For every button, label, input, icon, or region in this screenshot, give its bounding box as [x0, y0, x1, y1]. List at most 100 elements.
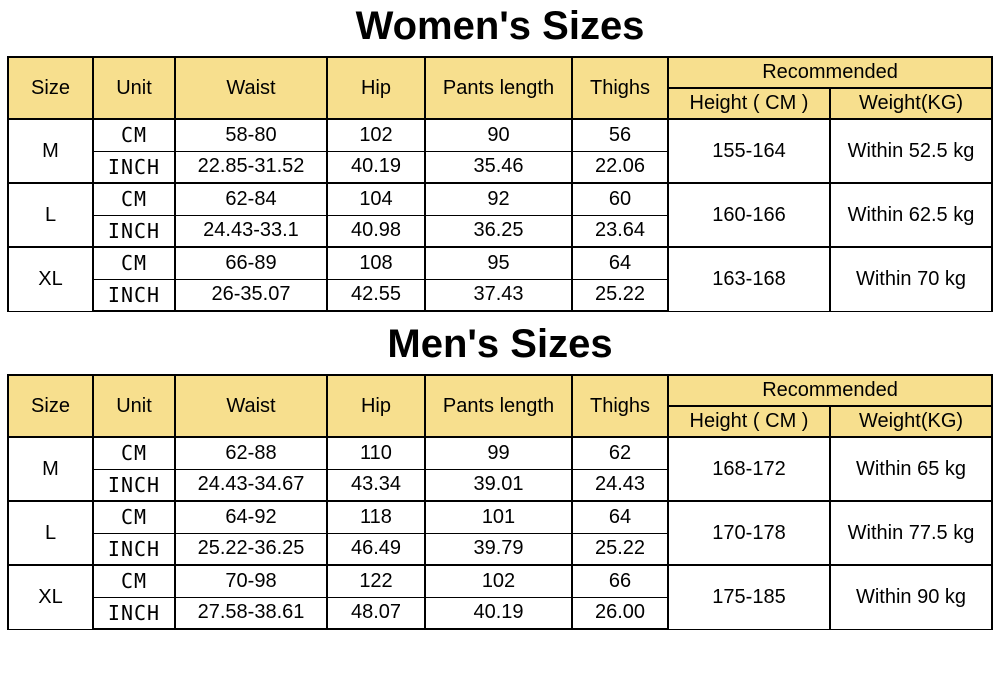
cell-height-range: 175-185	[667, 564, 831, 630]
men-sizes-table: Size Unit Waist Hip Pants length Thighs …	[7, 374, 993, 630]
cell-weight-limit: Within 90 kg	[829, 564, 993, 630]
size-label: XL	[7, 564, 94, 630]
cell-hip-cm: 102	[326, 118, 426, 152]
unit-label: INCH	[92, 278, 176, 312]
men-sizes-title: Men's Sizes	[387, 322, 613, 366]
header-pants-length: Pants length	[424, 374, 573, 438]
cell-thighs-inch: 26.00	[571, 596, 669, 630]
cell-thighs-inch: 23.64	[571, 214, 669, 248]
table-row: L CM 64-92 118 101 64 170-178 Within 77.…	[7, 500, 993, 566]
cell-pants-length-inch: 37.43	[424, 278, 573, 312]
size-chart-page: Women's Sizes Size Unit Waist Hip Pants …	[0, 4, 1000, 630]
cell-thighs-inch: 24.43	[571, 468, 669, 502]
men-sizes-section: Men's Sizes Size Unit Waist Hip Pants le…	[0, 322, 1000, 630]
size-label: XL	[7, 246, 94, 312]
women-sizes-section: Women's Sizes Size Unit Waist Hip Pants …	[0, 4, 1000, 312]
table-row: XL CM 70-98 122 102 66 175-185 Within 90…	[7, 564, 993, 630]
cell-hip-inch: 40.19	[326, 150, 426, 184]
cell-height-range: 160-166	[667, 182, 831, 248]
cell-thighs-cm: 64	[571, 246, 669, 280]
cell-pants-length-cm: 102	[424, 564, 573, 598]
cell-thighs-cm: 60	[571, 182, 669, 216]
cell-hip-inch: 48.07	[326, 596, 426, 630]
header-height: Height ( CM )	[667, 87, 831, 120]
cell-hip-inch: 46.49	[326, 532, 426, 566]
unit-label: INCH	[92, 532, 176, 566]
cell-waist-cm: 62-88	[174, 436, 328, 470]
cell-thighs-cm: 64	[571, 500, 669, 534]
cell-thighs-cm: 56	[571, 118, 669, 152]
header-recommended: Recommended	[667, 374, 993, 407]
unit-label: INCH	[92, 150, 176, 184]
table-row: INCH 26-35.07 42.55 37.43 25.22	[8, 278, 992, 312]
cell-thighs-inch: 25.22	[571, 278, 669, 312]
cell-weight-limit: Within 70 kg	[829, 246, 993, 312]
cell-waist-inch: 24.43-33.1	[174, 214, 328, 248]
header-pants-length: Pants length	[424, 56, 573, 120]
unit-label: CM	[92, 564, 176, 598]
cell-height-range: 170-178	[667, 500, 831, 566]
unit-label: CM	[92, 500, 176, 534]
cell-pants-length-cm: 90	[424, 118, 573, 152]
cell-waist-inch: 26-35.07	[174, 278, 328, 312]
women-sizes-title: Women's Sizes	[355, 4, 645, 48]
header-height: Height ( CM )	[667, 405, 831, 438]
cell-waist-cm: 70-98	[174, 564, 328, 598]
cell-hip-inch: 40.98	[326, 214, 426, 248]
table-row: INCH 22.85-31.52 40.19 35.46 22.06	[8, 150, 992, 184]
cell-pants-length-inch: 40.19	[424, 596, 573, 630]
header-weight: Weight(KG)	[829, 87, 993, 120]
table-row: INCH 24.43-33.1 40.98 36.25 23.64	[8, 214, 992, 248]
unit-label: CM	[92, 118, 176, 152]
cell-hip-cm: 122	[326, 564, 426, 598]
header-recommended: Recommended	[667, 56, 993, 89]
size-label: L	[7, 500, 94, 566]
header-size: Size	[7, 56, 94, 120]
header-waist: Waist	[174, 374, 328, 438]
header-waist: Waist	[174, 56, 328, 120]
header-thighs: Thighs	[571, 56, 669, 120]
cell-thighs-inch: 22.06	[571, 150, 669, 184]
header-size: Size	[7, 374, 94, 438]
unit-label: CM	[92, 246, 176, 280]
unit-label: CM	[92, 182, 176, 216]
cell-weight-limit: Within 62.5 kg	[829, 182, 993, 248]
header-thighs: Thighs	[571, 374, 669, 438]
cell-thighs-inch: 25.22	[571, 532, 669, 566]
cell-waist-inch: 22.85-31.52	[174, 150, 328, 184]
cell-hip-cm: 110	[326, 436, 426, 470]
size-label: M	[7, 436, 94, 502]
cell-pants-length-inch: 39.01	[424, 468, 573, 502]
table-row: M CM 62-88 110 99 62 168-172 Within 65 k…	[7, 436, 993, 502]
unit-label: INCH	[92, 596, 176, 630]
cell-waist-cm: 66-89	[174, 246, 328, 280]
cell-pants-length-inch: 36.25	[424, 214, 573, 248]
table-row: INCH 27.58-38.61 48.07 40.19 26.00	[8, 596, 992, 630]
table-row: XL CM 66-89 108 95 64 163-168 Within 70 …	[7, 246, 993, 312]
cell-pants-length-cm: 99	[424, 436, 573, 470]
cell-weight-limit: Within 52.5 kg	[829, 118, 993, 184]
cell-waist-cm: 58-80	[174, 118, 328, 152]
cell-hip-inch: 43.34	[326, 468, 426, 502]
cell-hip-cm: 104	[326, 182, 426, 216]
header-weight: Weight(KG)	[829, 405, 993, 438]
cell-height-range: 168-172	[667, 436, 831, 502]
cell-height-range: 155-164	[667, 118, 831, 184]
cell-pants-length-cm: 101	[424, 500, 573, 534]
cell-pants-length-inch: 39.79	[424, 532, 573, 566]
cell-pants-length-inch: 35.46	[424, 150, 573, 184]
header-unit: Unit	[92, 374, 176, 438]
header-unit: Unit	[92, 56, 176, 120]
cell-height-range: 163-168	[667, 246, 831, 312]
cell-waist-inch: 27.58-38.61	[174, 596, 328, 630]
unit-label: INCH	[92, 468, 176, 502]
cell-waist-cm: 62-84	[174, 182, 328, 216]
cell-waist-cm: 64-92	[174, 500, 328, 534]
cell-thighs-cm: 62	[571, 436, 669, 470]
cell-hip-inch: 42.55	[326, 278, 426, 312]
unit-label: CM	[92, 436, 176, 470]
cell-pants-length-cm: 95	[424, 246, 573, 280]
size-label: M	[7, 118, 94, 184]
cell-hip-cm: 118	[326, 500, 426, 534]
header-hip: Hip	[326, 374, 426, 438]
